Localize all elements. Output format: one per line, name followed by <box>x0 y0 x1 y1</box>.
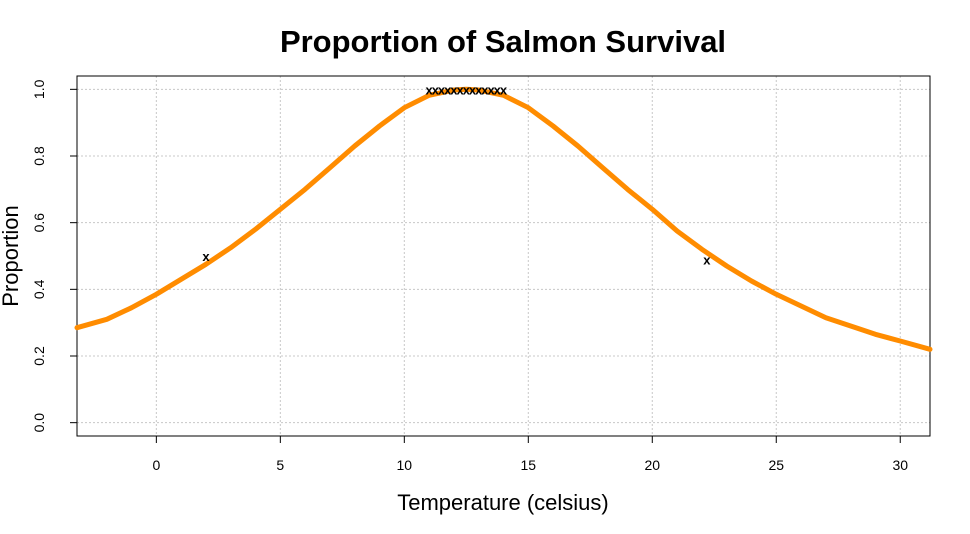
series-lines <box>74 86 933 352</box>
data-point: x <box>487 82 495 97</box>
data-point: x <box>450 82 458 97</box>
grid <box>77 76 930 436</box>
data-point: x <box>438 82 446 97</box>
data-point: x <box>494 82 502 97</box>
y-tick-label: 0.4 <box>31 279 47 299</box>
plot-border <box>76 75 931 437</box>
y-tick-label: 0.6 <box>31 213 47 233</box>
chart-title: Proportion of Salmon Survival <box>280 24 726 59</box>
data-point: x <box>703 252 711 267</box>
x-tick-label: 25 <box>768 457 784 473</box>
data-point: x <box>444 82 452 97</box>
y-tick-label: 0.8 <box>31 146 47 166</box>
x-axis-label: Temperature (celsius) <box>397 490 609 515</box>
x-tick-label: 10 <box>397 457 413 473</box>
fitted-curve <box>74 86 933 352</box>
data-point: x <box>202 249 210 264</box>
y-axis-label: Proportion <box>0 205 23 307</box>
data-point: x <box>469 82 477 97</box>
data-point: x <box>475 82 483 97</box>
x-tick-label: 15 <box>521 457 537 473</box>
data-point: x <box>456 82 464 97</box>
x-tick-label: 0 <box>152 457 160 473</box>
y-axis: 0.0 0.2 0.4 0.6 0.8 1.0 <box>31 79 77 432</box>
y-tick-label: 0.2 <box>31 346 47 366</box>
x-tick-label: 5 <box>276 457 284 473</box>
x-tick-label: 30 <box>892 457 908 473</box>
x-tick-label: 20 <box>644 457 660 473</box>
data-point: x <box>463 82 471 97</box>
x-axis: 0 5 10 15 20 25 30 <box>152 436 908 473</box>
data-point: x <box>500 82 508 97</box>
y-tick-label: 1.0 <box>31 79 47 99</box>
y-tick-label: 0.0 <box>31 413 47 433</box>
data-point: x <box>481 82 489 97</box>
data-point: x <box>425 82 433 97</box>
data-point: x <box>432 82 440 97</box>
